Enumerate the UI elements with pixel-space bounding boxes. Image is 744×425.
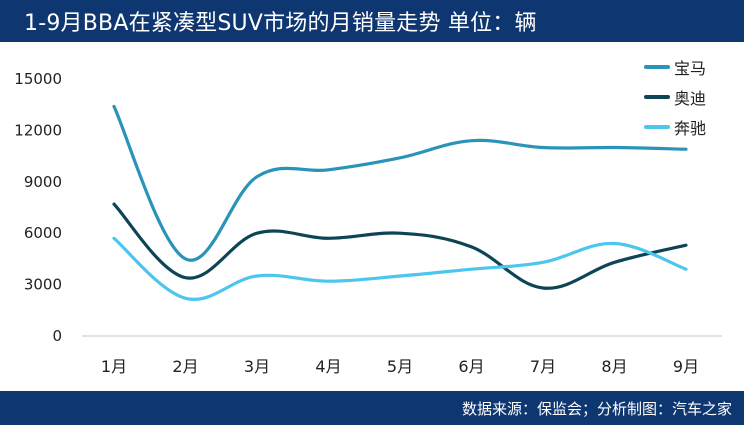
x-tick-label: 4月: [315, 357, 341, 376]
source-note: 数据来源：保监会；分析制图：汽车之家: [461, 399, 732, 418]
x-tick-label: 7月: [530, 357, 556, 376]
y-tick-label: 3000: [24, 276, 62, 294]
legend-item-benz: 奔驰: [644, 112, 740, 142]
x-tick-label: 6月: [458, 357, 484, 376]
legend-label-benz: 奔驰: [674, 119, 707, 138]
line-chart: 0 3000 6000 9000 12000 15000 1月 2月 3月 4月 5月 6月 7月 8月 9…: [14, 70, 722, 376]
footer-bar: 数据来源：保监会；分析制图：汽车之家: [0, 391, 744, 425]
x-tick-label: 9月: [673, 357, 699, 376]
y-tick-label: 12000: [14, 121, 62, 139]
legend-label-audi: 奥迪: [674, 89, 707, 108]
y-tick-label: 6000: [24, 224, 62, 242]
legend-label-bmw: 宝马: [674, 59, 707, 78]
legend-swatch-benz: [644, 125, 670, 129]
x-tick-label: 5月: [387, 357, 413, 376]
x-tick-label: 1月: [101, 357, 127, 376]
x-tick-label: 2月: [172, 357, 198, 376]
title-bar: 1-9月BBA在紧凑型SUV市场的月销量走势 单位：辆: [0, 0, 744, 42]
y-tick-label: 9000: [24, 173, 62, 191]
legend-swatch-bmw: [644, 65, 670, 69]
x-tick-label: 3月: [244, 357, 270, 376]
legend-item-audi: 奥迪: [644, 82, 740, 112]
series-line-benz: [112, 236, 688, 302]
chart-title: 1-9月BBA在紧凑型SUV市场的月销量走势 单位：辆: [24, 11, 537, 36]
legend-item-bmw: 宝马: [644, 52, 740, 82]
series-line-audi: [112, 202, 688, 290]
y-tick-label: 15000: [14, 70, 62, 88]
legend-swatch-audi: [644, 95, 670, 99]
legend: 宝马 奥迪 奔驰: [644, 52, 740, 142]
series-line-bmw: [112, 104, 688, 262]
y-tick-label: 0: [52, 327, 62, 345]
x-tick-label: 8月: [601, 357, 627, 376]
